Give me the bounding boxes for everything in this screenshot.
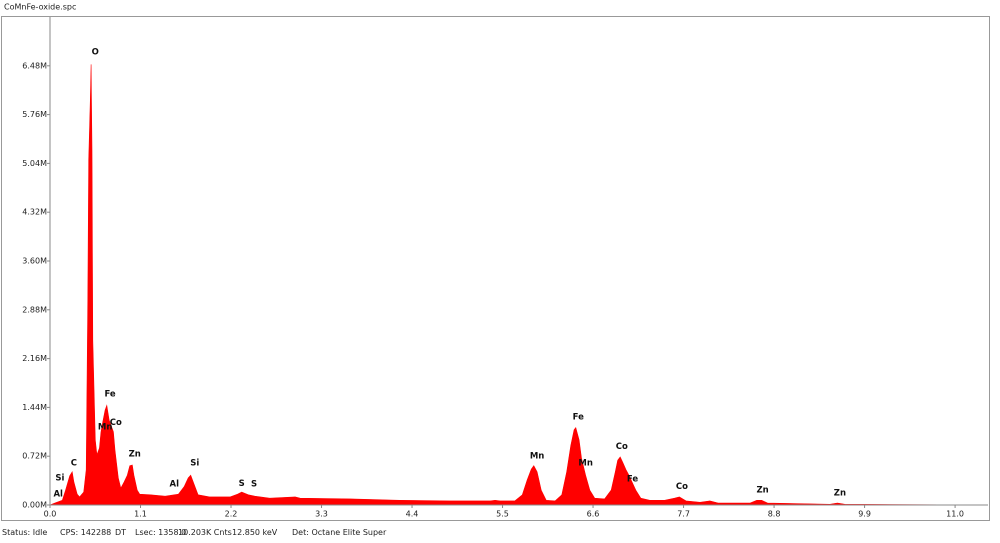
x-tick-label: 2.2: [225, 510, 238, 519]
x-tick-label: 1.1: [134, 510, 147, 519]
x-tick-label: 0.0: [44, 510, 57, 519]
y-tick-label: 2.88M: [22, 305, 47, 314]
peak-label: Zn: [834, 488, 846, 498]
file-title: CoMnFe-oxide.spc: [4, 3, 76, 12]
y-tick-label: 5.76M: [22, 110, 47, 119]
peak-label: Zn: [756, 486, 768, 496]
status-text: 12.850 keV: [232, 528, 278, 537]
peak-label: Al: [169, 479, 179, 489]
peak-label: Zn: [129, 450, 141, 460]
y-tick-label: 3.60M: [22, 257, 47, 266]
y-tick-label: 1.44M: [22, 403, 47, 412]
peak-label: Mn: [98, 423, 113, 433]
status-text: Det: Octane Elite Super: [292, 528, 387, 537]
y-tick-label: 0.72M: [22, 452, 47, 461]
peak-label: Si: [55, 473, 64, 483]
status-text: CPS: 142288: [60, 528, 112, 537]
x-tick-label: 3.3: [315, 510, 328, 519]
x-tick-label: 7.7: [677, 510, 690, 519]
y-tick-label: 0.00M: [22, 501, 47, 510]
chart-frame: [1, 16, 990, 521]
peak-label: Si: [190, 458, 199, 468]
peak-label: Al: [53, 490, 63, 500]
x-tick-label: 9.9: [858, 510, 871, 519]
y-tick-label: 2.16M: [22, 354, 47, 363]
spectrum-area: [49, 64, 989, 506]
x-tick-label: 11.0: [946, 510, 964, 519]
peak-label: S: [251, 479, 257, 489]
peak-label: S: [239, 479, 245, 489]
x-tick-label: 6.6: [587, 510, 600, 519]
peak-label: Fe: [104, 389, 115, 399]
peak-label: Fe: [627, 475, 638, 485]
peak-label: Mn: [578, 458, 593, 468]
peak-label: O: [92, 48, 99, 58]
peak-label: C: [71, 458, 77, 468]
y-tick-label: 4.32M: [22, 208, 47, 217]
y-tick-label: 5.04M: [22, 159, 47, 168]
status-text: DT: [115, 528, 127, 537]
x-tick-label: 8.8: [768, 510, 781, 519]
x-tick-label: 4.4: [406, 510, 419, 519]
peak-label: Co: [110, 418, 122, 428]
status-text: Status: Idle: [2, 528, 48, 537]
status-text: Lsec: 1358.0: [135, 528, 187, 537]
y-tick-label: 6.48M: [22, 61, 47, 70]
status-text: 10.203K Cnts: [178, 528, 232, 537]
peak-label: Co: [676, 482, 688, 492]
x-tick-label: 5.5: [496, 510, 509, 519]
peak-label: Mn: [530, 452, 545, 462]
peak-label: Fe: [573, 412, 584, 422]
peak-label: Co: [616, 442, 628, 452]
